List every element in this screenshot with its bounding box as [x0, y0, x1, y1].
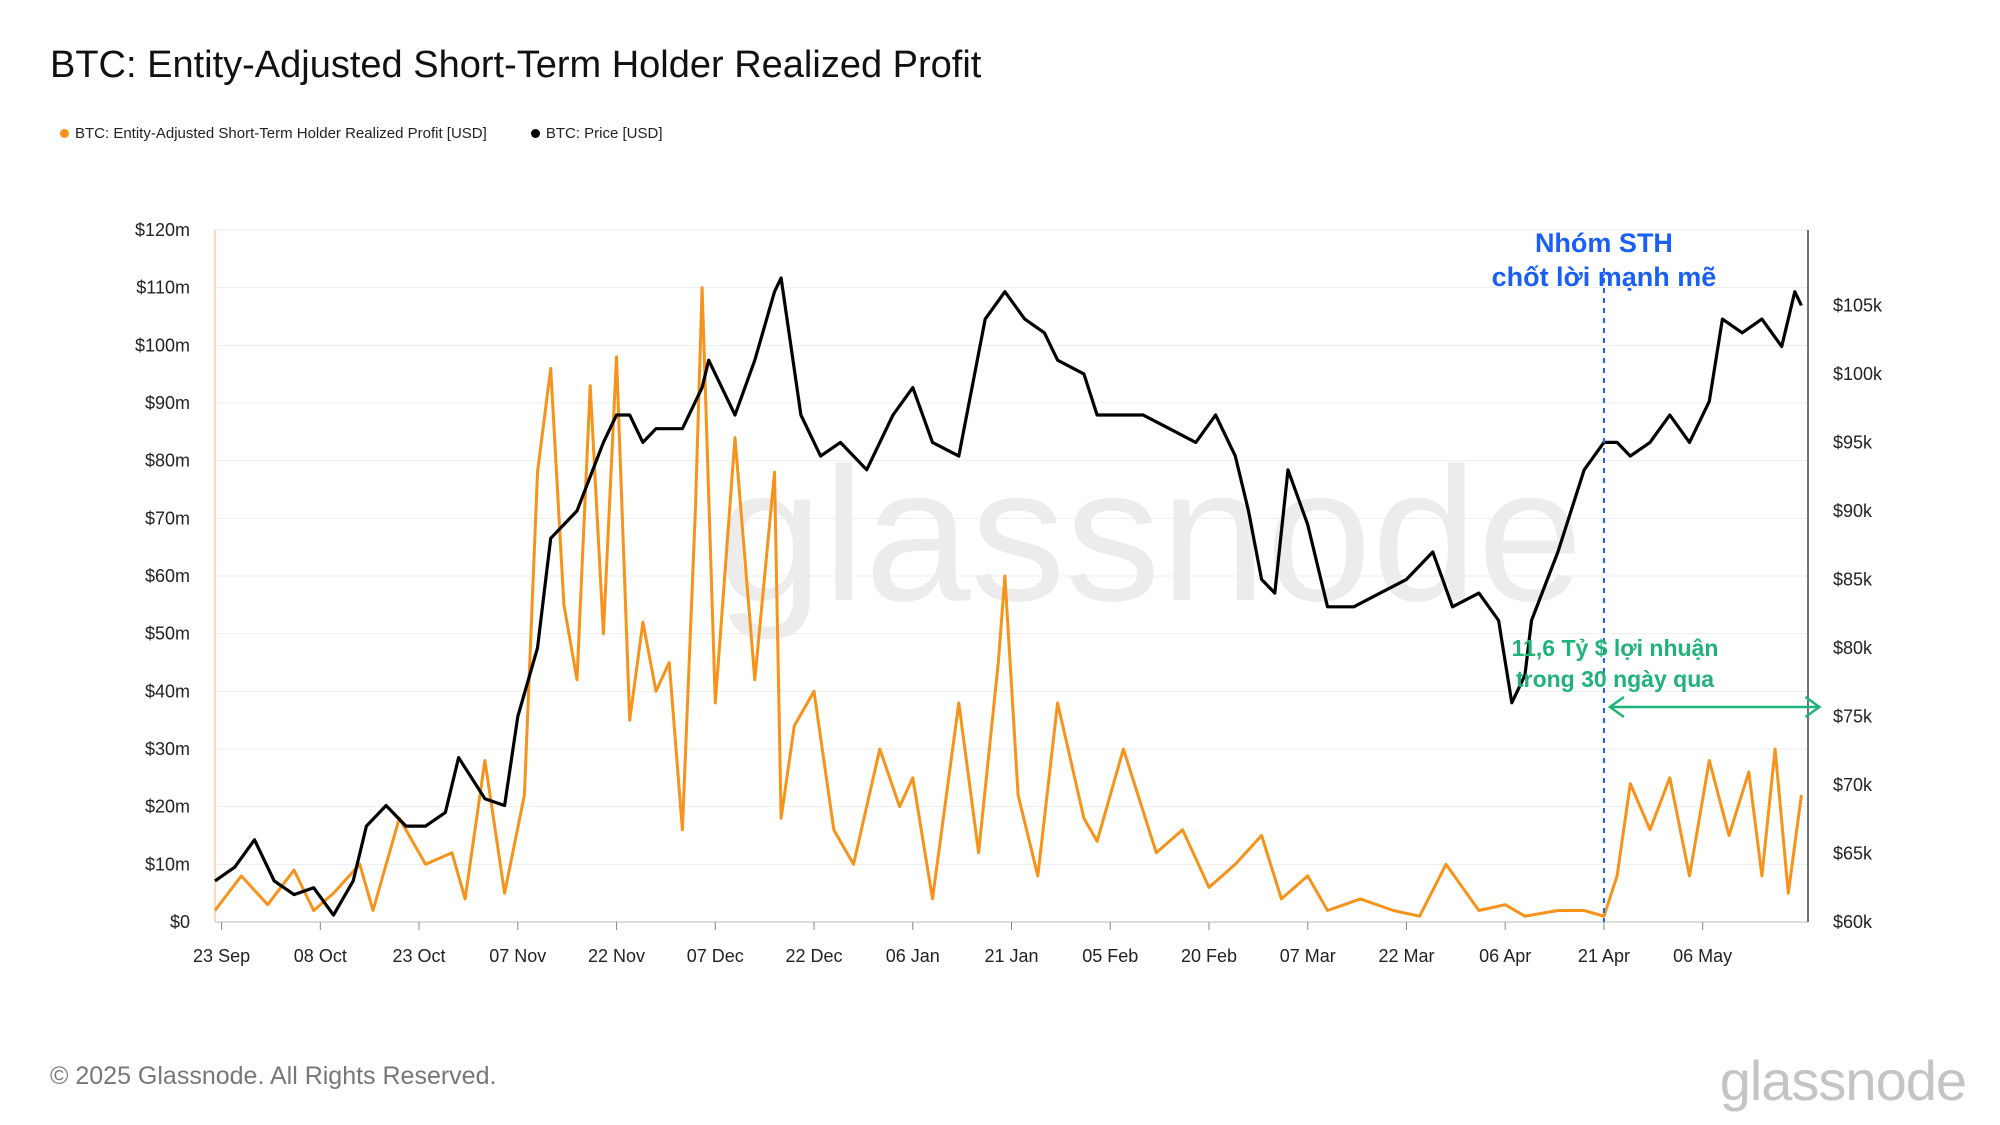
- x-tick-label: 06 May: [1673, 946, 1732, 966]
- range-annotation-text: 11,6 Tỷ $ lợi nhuận: [1512, 635, 1719, 661]
- legend: BTC: Entity-Adjusted Short-Term Holder R…: [60, 125, 663, 142]
- x-tick-label: 05 Feb: [1082, 946, 1138, 966]
- watermark: glassnode: [717, 429, 1583, 641]
- y-right-tick-label: $80k: [1833, 638, 1873, 658]
- range-arrow-head-left: [1607, 695, 1625, 719]
- y-left-tick-label: $80m: [145, 451, 190, 471]
- y-left-ticks: $0 $10m $20m $30m $40m $50m $60m $70m $80m $90m $1…: [135, 220, 190, 932]
- x-tick-label: 23 Sep: [193, 946, 250, 966]
- y-left-tick-label: $90m: [145, 393, 190, 413]
- x-tick-label: 07 Dec: [687, 946, 744, 966]
- series-layer: [213, 276, 1803, 918]
- y-right-tick-label: $75k: [1833, 706, 1873, 726]
- y-right-tick-label: $100k: [1833, 364, 1883, 384]
- y-left-tick-label: $20m: [145, 797, 190, 817]
- legend-label-price: BTC: Price [USD]: [545, 125, 663, 142]
- chart-plot: glassnode 23 Sep 08 Oct 23 Oct 07 Nov 22 Nov…: [135, 220, 1883, 966]
- y-right-tick-label: $60k: [1833, 912, 1873, 932]
- y-left-tick-label: $40m: [145, 681, 190, 701]
- annotations-layer: Nhóm STH chốt lời mạnh mẽ 11,6 Tỷ $ lợi nh…: [1492, 228, 1822, 922]
- range-arrow-head-right: [1804, 695, 1822, 719]
- gridlines: [215, 229, 1808, 923]
- x-tick-label: 21 Apr: [1578, 946, 1630, 966]
- x-tick-label: 22 Mar: [1378, 946, 1434, 966]
- legend-swatch-profit: [60, 129, 69, 138]
- x-axis-ticks: 23 Sep 08 Oct 23 Oct 07 Nov 22 Nov 07 Dec 22 D…: [193, 922, 1732, 966]
- y-left-tick-label: $30m: [145, 739, 190, 759]
- y-left-tick-label: $60m: [145, 566, 190, 586]
- chart-title: BTC: Entity-Adjusted Short-Term Holder R…: [50, 44, 982, 86]
- y-left-tick-label: $100m: [135, 335, 190, 355]
- y-left-tick-label: $120m: [135, 220, 190, 240]
- legend-item-price[interactable]: BTC: Price [USD]: [530, 125, 663, 142]
- y-right-tick-label: $70k: [1833, 775, 1873, 795]
- x-tick-label: 06 Jan: [886, 946, 940, 966]
- x-tick-label: 22 Nov: [588, 946, 645, 966]
- y-right-tick-label: $95k: [1833, 432, 1873, 452]
- legend-swatch-price: [530, 129, 540, 138]
- marker-annotation-text: Nhóm STH: [1535, 228, 1673, 258]
- x-tick-label: 07 Mar: [1280, 946, 1336, 966]
- y-right-tick-label: $85k: [1833, 569, 1873, 589]
- x-tick-label: 07 Nov: [489, 946, 546, 966]
- x-tick-label: 06 Apr: [1479, 946, 1531, 966]
- y-left-tick-label: $10m: [145, 854, 190, 874]
- range-annotation-text: trong 30 ngày qua: [1516, 666, 1714, 692]
- y-left-tick-label: $0: [170, 912, 190, 932]
- x-tick-label: 21 Jan: [984, 946, 1038, 966]
- series-price-line: [214, 276, 1803, 917]
- legend-item-profit[interactable]: BTC: Entity-Adjusted Short-Term Holder R…: [60, 125, 487, 142]
- y-right-tick-label: $105k: [1833, 295, 1883, 315]
- y-left-tick-label: $70m: [145, 508, 190, 528]
- y-right-tick-label: $90k: [1833, 501, 1873, 521]
- y-left-tick-label: $50m: [145, 624, 190, 644]
- brand-logo: glassnode: [1719, 1049, 1967, 1112]
- x-tick-label: 23 Oct: [393, 946, 446, 966]
- x-tick-label: 08 Oct: [294, 946, 347, 966]
- y-left-tick-label: $110m: [136, 278, 190, 298]
- copyright-text: © 2025 Glassnode. All Rights Reserved.: [50, 1062, 497, 1090]
- y-right-ticks: $60k $65k $70k $75k $80k $85k $90k $95k $100k $10…: [1833, 295, 1883, 932]
- legend-label-profit: BTC: Entity-Adjusted Short-Term Holder R…: [75, 125, 487, 142]
- y-right-tick-label: $65k: [1833, 843, 1873, 863]
- series-profit-line: [213, 286, 1803, 918]
- x-tick-label: 20 Feb: [1181, 946, 1237, 966]
- x-tick-label: 22 Dec: [785, 946, 842, 966]
- marker-annotation-text: chốt lời mạnh mẽ: [1492, 262, 1717, 292]
